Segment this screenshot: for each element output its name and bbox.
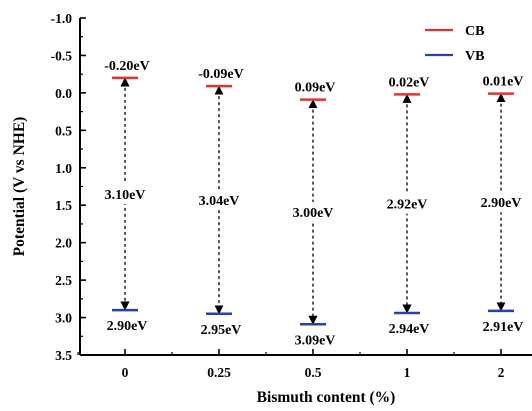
x-tick-label: 2 (498, 365, 505, 380)
legend-cb-label: CB (465, 24, 484, 39)
y-axis-title: Potential (V vs NHE) (11, 117, 28, 257)
band-gap-label: 2.92eV (387, 198, 428, 213)
band-gap-label-bg (191, 189, 247, 210)
legend-vb-label: VB (465, 49, 484, 64)
cb-value-label: 0.02eV (389, 75, 430, 90)
vb-value-label: 3.09eV (295, 333, 336, 348)
y-tick-label: -1.0 (51, 11, 73, 26)
vb-value-label: 2.94eV (389, 322, 430, 337)
cb-value-label: -0.20eV (104, 59, 150, 74)
band-gap-label-bg (285, 201, 341, 222)
x-tick-label: 0 (122, 365, 129, 380)
x-axis-title: Bismuth content (%) (257, 389, 396, 406)
vb-value-label: 2.95eV (201, 323, 242, 338)
band-gap-label-bg (379, 193, 435, 214)
band-gap-label: 3.00eV (293, 206, 334, 221)
y-tick-label: 3.5 (55, 348, 72, 363)
y-tick-label: 3.0 (55, 311, 72, 326)
x-tick-label: 0.5 (305, 365, 322, 380)
band-gap-label-bg (97, 183, 153, 204)
cb-value-label: 0.09eV (295, 81, 336, 96)
x-tick-label: 1 (404, 365, 411, 380)
y-tick-label: 2.0 (55, 236, 72, 251)
y-tick-label: 1.0 (55, 161, 72, 176)
band-gap-label: 2.90eV (481, 196, 522, 211)
y-tick-label: 2.5 (55, 273, 72, 288)
y-tick-label: 0.0 (55, 86, 72, 101)
y-tick-label: 1.5 (55, 198, 72, 213)
cb-value-label: 0.01eV (483, 75, 524, 90)
y-tick-label: -0.5 (51, 48, 73, 63)
cb-value-label: -0.09eV (198, 67, 244, 82)
x-tick-label: 0.25 (207, 365, 231, 380)
vb-value-label: 2.91eV (483, 320, 524, 335)
vb-value-label: 2.90eV (107, 319, 148, 334)
y-tick-label: 0.5 (55, 123, 72, 138)
band-gap-label: 3.10eV (105, 188, 146, 203)
band-gap-label-bg (473, 192, 529, 213)
band-gap-label: 3.04eV (199, 194, 240, 209)
